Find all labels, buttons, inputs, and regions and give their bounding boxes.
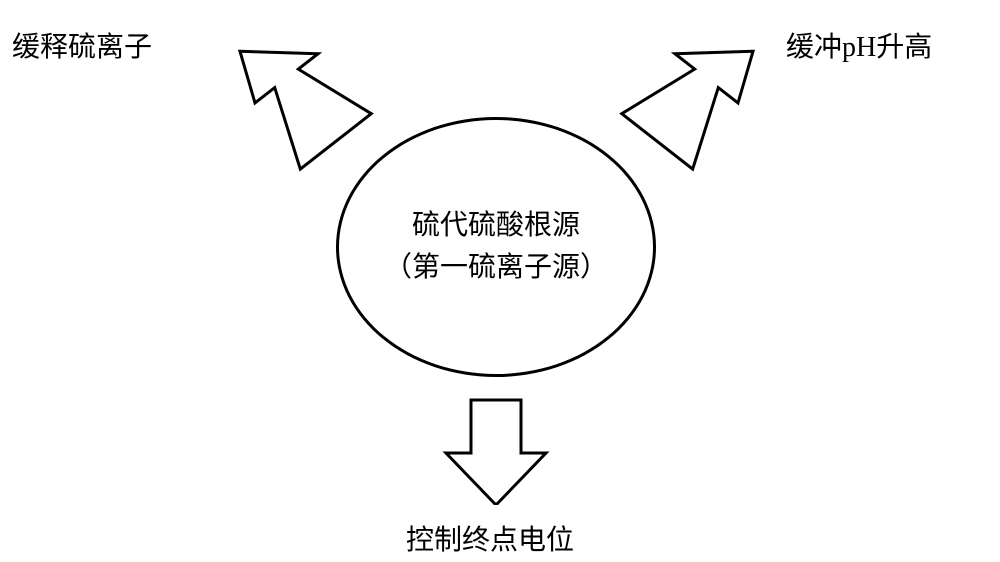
arrow-top-left	[225, 22, 385, 182]
center-line-2: （第一硫离子源）	[384, 247, 608, 289]
label-top-right: 缓冲pH升高	[786, 25, 932, 65]
arrow-top-right	[608, 22, 768, 182]
label-top-left: 缓释硫离子	[12, 25, 152, 65]
center-line-1: 硫代硫酸根源	[412, 205, 580, 247]
label-bottom: 控制终点电位	[406, 518, 574, 558]
arrow-bottom	[441, 395, 551, 505]
